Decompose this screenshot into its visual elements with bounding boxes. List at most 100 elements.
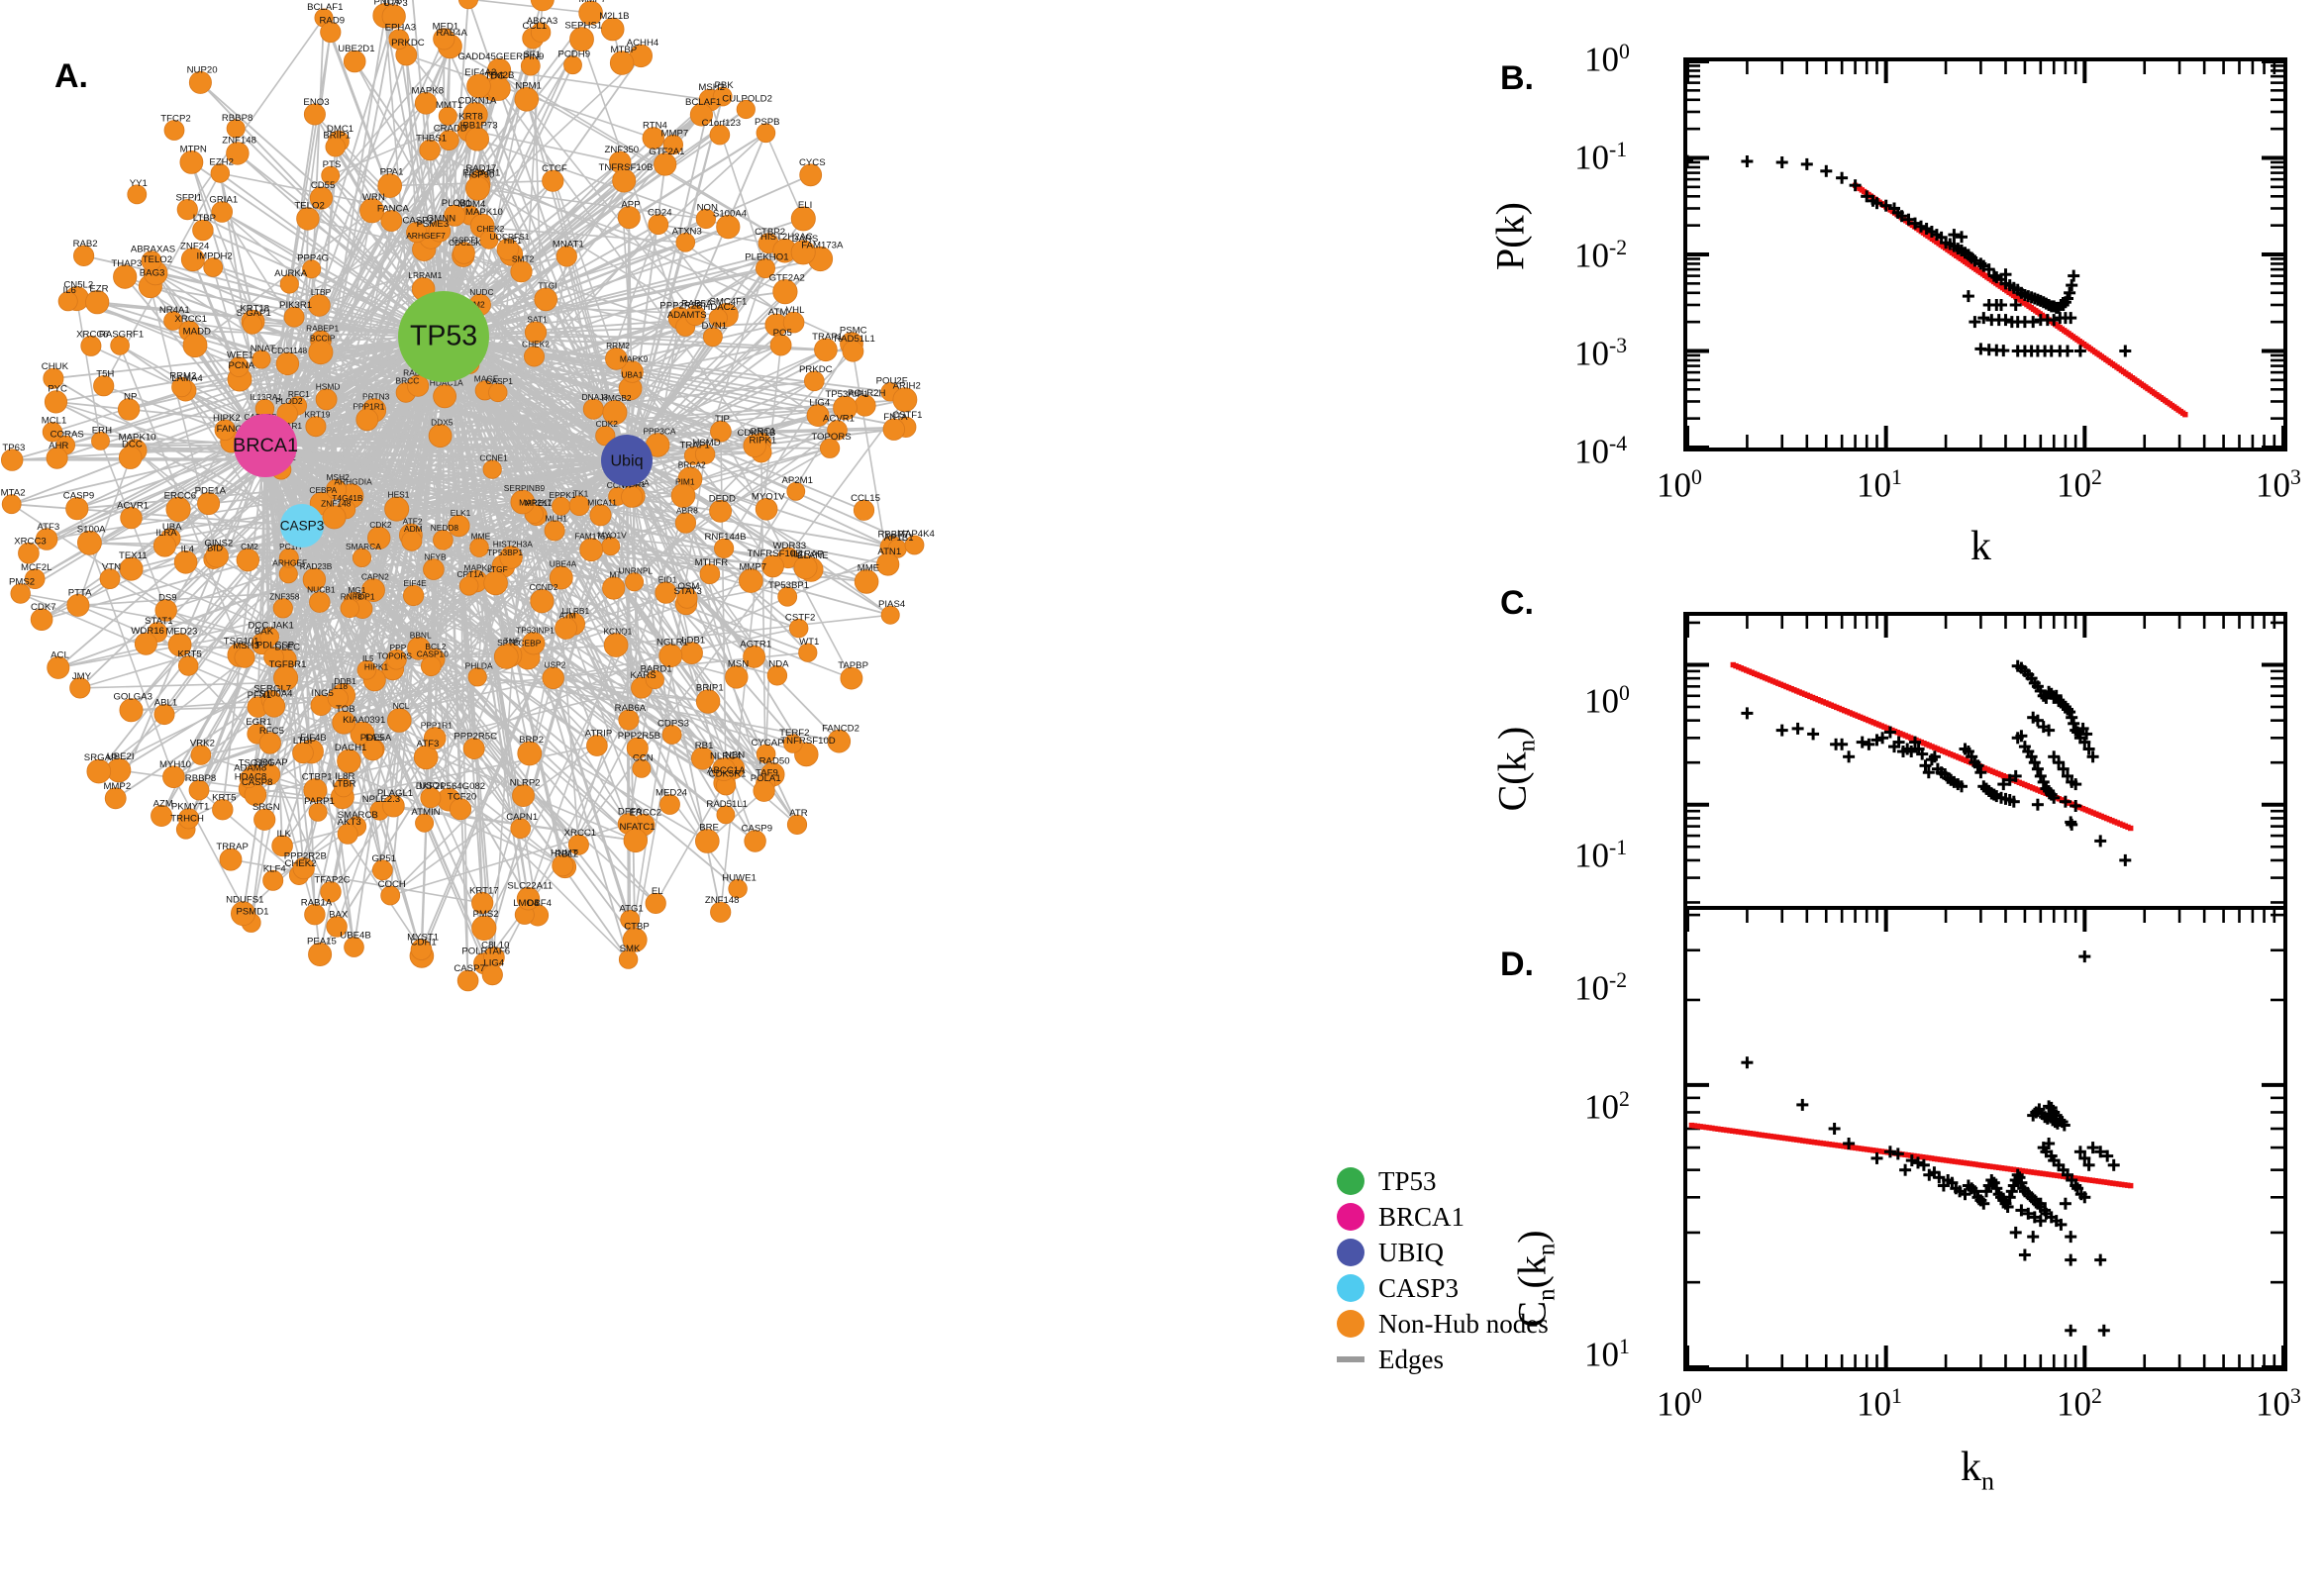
gene-node[interactable] xyxy=(212,799,234,821)
gene-node[interactable] xyxy=(0,449,24,471)
gene-node[interactable] xyxy=(163,311,183,331)
gene-node[interactable] xyxy=(626,737,649,759)
gene-node[interactable] xyxy=(117,398,141,421)
gene-node[interactable] xyxy=(406,222,428,244)
gene-node[interactable] xyxy=(69,677,91,699)
gene-node[interactable] xyxy=(466,73,491,99)
gene-node[interactable] xyxy=(127,184,148,205)
gene-node[interactable] xyxy=(674,512,697,534)
gene-node[interactable] xyxy=(510,818,531,839)
gene-node[interactable] xyxy=(272,598,293,619)
gene-node[interactable] xyxy=(380,885,401,906)
gene-node[interactable] xyxy=(428,424,453,449)
gene-node[interactable] xyxy=(203,257,224,277)
gene-node[interactable] xyxy=(563,55,582,75)
gene-node[interactable] xyxy=(377,173,403,198)
gene-node[interactable] xyxy=(296,207,320,231)
gene-node[interactable] xyxy=(419,139,441,161)
gene-node[interactable] xyxy=(712,757,736,781)
gene-node[interactable] xyxy=(381,4,406,29)
gene-node[interactable] xyxy=(86,758,112,784)
gene-node[interactable] xyxy=(648,214,669,236)
gene-node[interactable] xyxy=(337,823,358,845)
gene-node[interactable] xyxy=(401,530,423,551)
gene-node[interactable] xyxy=(743,645,765,668)
gene-node[interactable] xyxy=(308,340,334,365)
gene-node[interactable] xyxy=(655,581,677,604)
hub-node-tp53[interactable] xyxy=(398,291,489,382)
gene-node[interactable] xyxy=(462,738,485,759)
gene-node[interactable] xyxy=(703,327,723,348)
gene-node[interactable] xyxy=(444,204,466,227)
gene-node[interactable] xyxy=(337,748,361,774)
gene-node[interactable] xyxy=(534,287,557,312)
gene-node[interactable] xyxy=(661,725,682,745)
gene-node[interactable] xyxy=(481,963,503,986)
gene-node[interactable] xyxy=(344,937,364,957)
gene-node[interactable] xyxy=(642,127,665,150)
gene-node[interactable] xyxy=(262,694,286,718)
gene-node[interactable] xyxy=(766,665,788,686)
gene-node[interactable] xyxy=(162,765,185,788)
gene-node[interactable] xyxy=(675,233,696,252)
gene-node[interactable] xyxy=(632,758,652,778)
gene-node[interactable] xyxy=(695,208,717,230)
gene-node[interactable] xyxy=(24,568,46,589)
hub-node-casp3[interactable] xyxy=(280,504,324,548)
gene-node[interactable] xyxy=(798,643,818,662)
gene-node[interactable] xyxy=(428,220,452,243)
gene-node[interactable] xyxy=(46,447,68,469)
gene-node[interactable] xyxy=(91,431,110,450)
gene-node[interactable] xyxy=(512,784,535,807)
gene-node[interactable] xyxy=(438,130,459,151)
gene-node[interactable] xyxy=(516,887,541,911)
gene-node[interactable] xyxy=(772,278,798,305)
gene-node[interactable] xyxy=(854,569,879,594)
gene-node[interactable] xyxy=(99,568,121,589)
gene-node[interactable] xyxy=(197,492,221,516)
gene-node[interactable] xyxy=(552,854,574,877)
gene-node[interactable] xyxy=(413,745,439,770)
gene-node[interactable] xyxy=(659,794,680,815)
gene-node[interactable] xyxy=(761,554,784,578)
gene-node[interactable] xyxy=(689,103,714,127)
gene-node[interactable] xyxy=(662,135,684,155)
gene-node[interactable] xyxy=(433,384,457,409)
gene-node[interactable] xyxy=(119,556,144,581)
gene-node[interactable] xyxy=(361,578,385,602)
gene-node[interactable] xyxy=(756,123,776,144)
gene-node[interactable] xyxy=(467,667,487,687)
gene-node[interactable] xyxy=(694,829,720,853)
hub-node-brca1[interactable] xyxy=(234,414,297,477)
gene-node[interactable] xyxy=(153,704,175,726)
gene-node[interactable] xyxy=(549,565,573,590)
gene-node[interactable] xyxy=(579,538,604,562)
gene-node[interactable] xyxy=(769,334,792,356)
gene-node[interactable] xyxy=(694,444,716,465)
gene-node[interactable] xyxy=(66,593,90,617)
gene-node[interactable] xyxy=(326,916,348,938)
gene-node[interactable] xyxy=(236,548,260,572)
gene-node[interactable] xyxy=(371,859,393,881)
gene-node[interactable] xyxy=(359,198,385,224)
gene-node[interactable] xyxy=(710,901,732,923)
gene-node[interactable] xyxy=(589,504,612,527)
gene-node[interactable] xyxy=(380,210,403,232)
gene-node[interactable] xyxy=(47,655,70,679)
gene-node[interactable] xyxy=(352,548,372,568)
gene-node[interactable] xyxy=(271,835,293,857)
gene-node[interactable] xyxy=(423,727,447,749)
gene-node[interactable] xyxy=(621,485,644,508)
gene-node[interactable] xyxy=(744,830,766,852)
gene-node[interactable] xyxy=(320,21,342,44)
gene-node[interactable] xyxy=(556,246,577,267)
gene-node[interactable] xyxy=(182,333,208,358)
gene-node[interactable] xyxy=(65,497,89,521)
gene-node[interactable] xyxy=(334,777,354,798)
gene-node[interactable] xyxy=(305,416,327,438)
gene-node[interactable] xyxy=(343,50,366,73)
gene-node[interactable] xyxy=(786,814,808,836)
gene-node[interactable] xyxy=(242,314,262,335)
gene-node[interactable] xyxy=(326,478,348,500)
gene-node[interactable] xyxy=(402,584,425,607)
